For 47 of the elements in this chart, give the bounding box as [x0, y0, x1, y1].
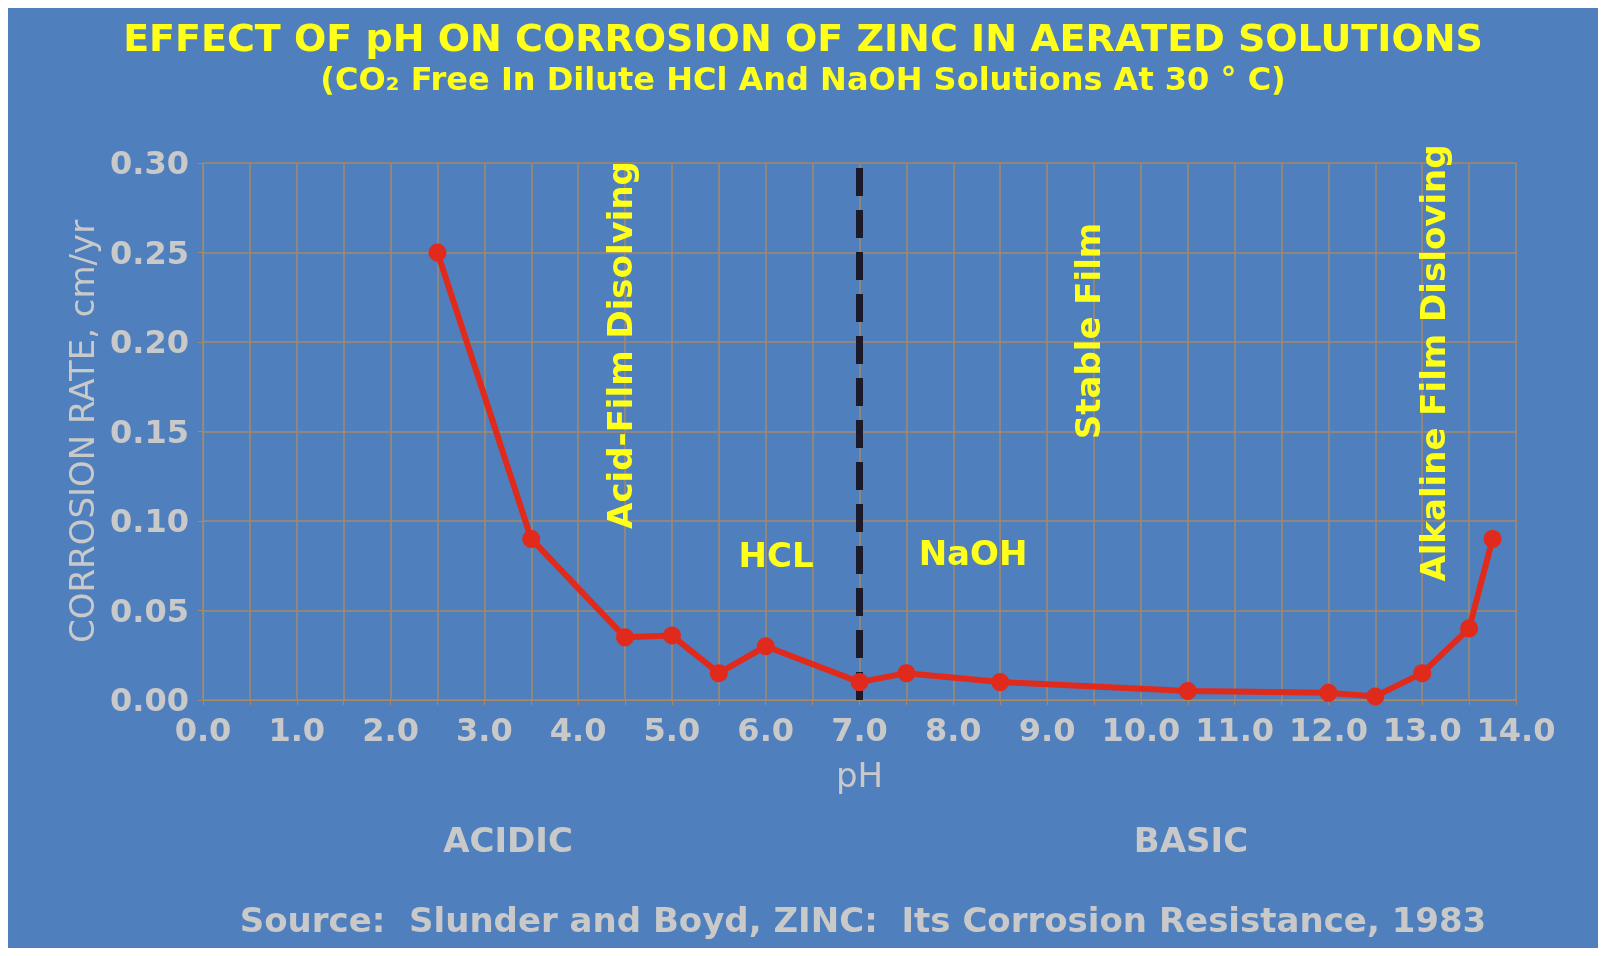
- point: [756, 637, 775, 656]
- x-tick-label: 10.0: [1101, 711, 1181, 749]
- point: [428, 243, 447, 262]
- x-tick-label: 11.0: [1195, 711, 1275, 749]
- point: [1460, 619, 1479, 638]
- x-tick-label: 4.0: [549, 711, 607, 749]
- point: [897, 664, 916, 683]
- x-tick-label: 14.0: [1476, 711, 1556, 749]
- x-tick-label: 7.0: [831, 711, 888, 749]
- x-tick-label: 3.0: [456, 711, 513, 749]
- point: [522, 529, 541, 548]
- point: [1319, 683, 1338, 702]
- x-tick-label: 1.0: [268, 711, 326, 749]
- x-tick-label: 6.0: [737, 711, 795, 749]
- point: [616, 628, 635, 647]
- point: [1483, 529, 1502, 548]
- x-tick-label: 8.0: [924, 711, 982, 749]
- text: BASIC: [1133, 820, 1249, 860]
- x-tick-label: 9.0: [1018, 711, 1076, 749]
- y-axis-title: CORROSION RATE, cm/yr: [62, 219, 103, 644]
- chart-subtitle: (CO₂ Free In Dilute HCl And NaOH Solutions At 30 ° C): [320, 60, 1286, 98]
- x-tick-label: 5.0: [643, 711, 701, 749]
- chart-title: EFFECT OF pH ON CORROSION OF ZINC IN AERATED SOLUTIONS: [123, 16, 1483, 60]
- y-tick-label: 0.10: [110, 502, 189, 540]
- y-tick-label: 0.25: [110, 233, 189, 272]
- annotation: Acid-Film Disolving: [600, 161, 640, 529]
- y-tick-label: 0.30: [110, 144, 189, 182]
- x-axis-title: pH: [835, 755, 884, 795]
- x-tick-label: 13.0: [1382, 711, 1462, 749]
- annotation: Stable Film: [1068, 222, 1108, 440]
- point: [1413, 664, 1432, 683]
- point: [1366, 687, 1385, 706]
- annotation: HCL: [738, 535, 814, 575]
- point: [850, 673, 869, 692]
- y-tick-label: 0.05: [110, 591, 189, 630]
- point: [1178, 682, 1197, 701]
- text: ACIDIC: [443, 820, 573, 860]
- point: [662, 626, 681, 645]
- source-note: Source: Slunder and Boyd, ZINC: Its Corrosion Resistance, 1983: [239, 900, 1487, 940]
- y-tick-label: 0.20: [110, 323, 189, 361]
- x-tick-label: 12.0: [1288, 711, 1368, 749]
- x-tick-label: 2.0: [362, 711, 419, 749]
- annotation: NaOH: [918, 533, 1028, 573]
- point: [709, 664, 728, 683]
- y-tick-label: 0.15: [110, 412, 189, 451]
- point: [991, 673, 1010, 692]
- annotation: Alkaline Film Disloving: [1413, 144, 1453, 582]
